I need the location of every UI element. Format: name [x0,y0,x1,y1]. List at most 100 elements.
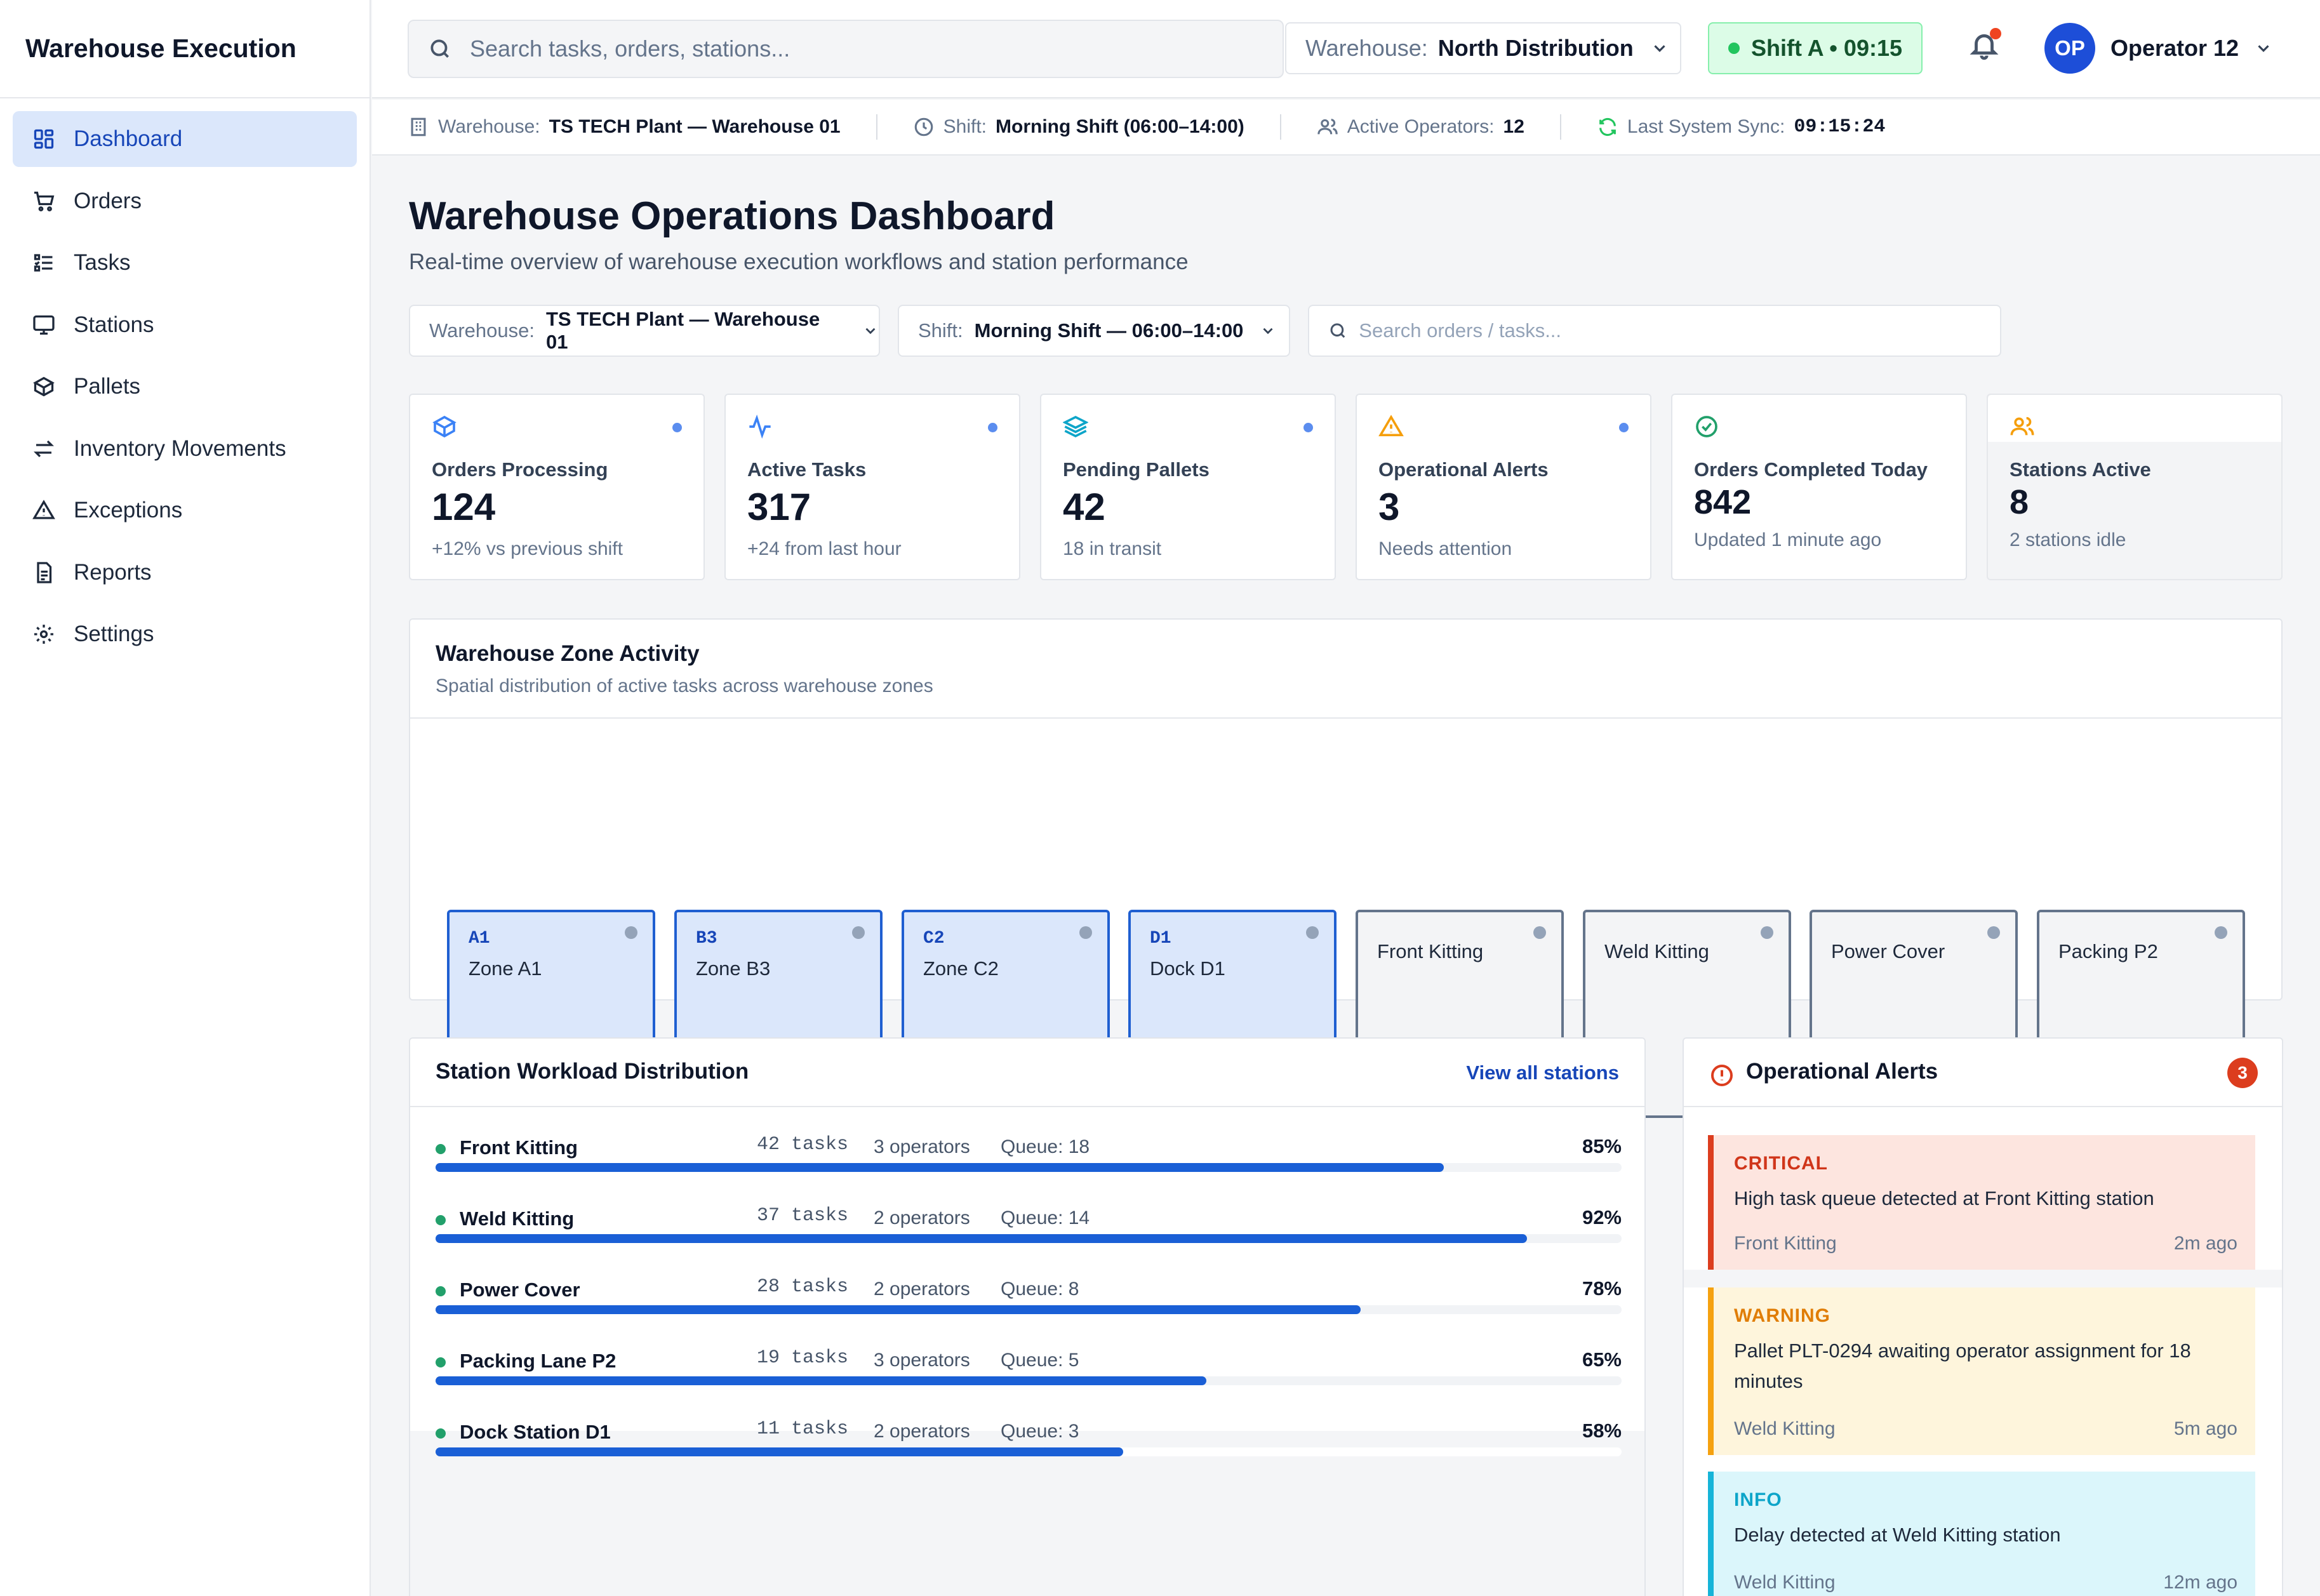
kpi-title: Orders Completed Today [1694,458,1928,481]
check-circle-icon [1694,414,1719,439]
station-queue: Queue: 5 [1001,1350,1079,1371]
zone-activity-title: Warehouse Zone Activity [436,641,700,666]
sidebar-item-settings[interactable]: Settings [13,606,357,662]
warehouse-filter-value: TS TECH Plant — Warehouse 01 [546,308,820,353]
station-utilization: 58% [1582,1420,1622,1442]
cart-icon [32,189,56,213]
divider [410,1106,1644,1107]
kpi-title: Active Tasks [747,458,867,481]
kpi-value: 42 [1063,486,1105,528]
operational-alerts-title: Operational Alerts [1746,1059,1938,1084]
kpi-card-orders-completed[interactable]: Orders Completed Today 842 Updated 1 min… [1671,394,1967,580]
station-utilization: 92% [1582,1206,1622,1228]
sidebar-item-orders[interactable]: Orders [13,173,357,229]
utilization-bar-fill [436,1376,1207,1385]
kpi-card-active-tasks[interactable]: Active Tasks 317 +24 from last hour [724,394,1020,580]
sidebar-item-pallets[interactable]: Pallets [13,359,357,415]
utilization-bar-fill [436,1163,1444,1172]
divider [1559,114,1561,140]
global-search-input[interactable] [470,36,1232,62]
zone-status-dot [1987,926,2000,939]
warehouse-select[interactable]: Warehouse: North Distribution [1285,22,1681,74]
station-name: Front Kitting [460,1136,578,1159]
kpi-card-operational-alerts[interactable]: Operational Alerts 3 Needs attention [1356,394,1651,580]
station-row-weld-kitting[interactable]: Weld Kitting 37 tasks 2 operators Queue:… [436,1205,1622,1276]
alert-card-critical[interactable]: CRITICAL High task queue detected at Fro… [1708,1135,2255,1270]
warehouse-filter[interactable]: Warehouse: TS TECH Plant — Warehouse 01 [409,305,880,357]
info-shift-value: Morning Shift (06:00–14:00) [996,116,1244,137]
sidebar-item-inventory-movements[interactable]: Inventory Movements [13,421,357,477]
operational-alerts-panel: Operational Alerts 3 CRITICAL High task … [1683,1037,2283,1596]
utilization-bar-fill [436,1234,1527,1243]
clock-icon [914,117,933,136]
chevron-down-icon [1263,328,1273,335]
zone-name: Front Kitting [1377,940,1484,962]
alert-time: 5m ago [2173,1418,2237,1439]
station-row-power-cover[interactable]: Power Cover 28 tasks 2 operators Queue: … [436,1276,1622,1347]
page-title: Warehouse Operations Dashboard [409,194,1055,238]
chevron-down-icon [865,328,876,335]
station-utilization: 85% [1582,1135,1622,1157]
station-operators: 3 operators [874,1350,970,1371]
shift-filter-label: Shift: [918,319,963,342]
station-name: Weld Kitting [460,1207,575,1230]
station-workload-title: Station Workload Distribution [436,1059,749,1084]
building-icon [411,117,426,136]
zone-status-dot [2215,926,2227,939]
sidebar-item-label: Inventory Movements [74,436,286,461]
shift-filter[interactable]: Shift: Morning Shift — 06:00–14:00 [898,305,1290,357]
sidebar-item-tasks[interactable]: Tasks [13,235,357,291]
zone-status-dot [1533,926,1546,939]
zone-status-dot [1761,926,1773,939]
sidebar-item-label: Stations [74,312,154,337]
station-tasks: 37 tasks [757,1205,849,1227]
divider [410,717,2281,719]
kpi-value: 8 [2010,483,2029,521]
kpi-title: Orders Processing [432,458,608,481]
zone-code: B3 [696,929,717,948]
station-row-dock-station-d1[interactable]: Dock Station D1 11 tasks 2 operators Que… [436,1418,1622,1489]
alert-circle-icon [1711,1065,1733,1086]
kpi-card-orders-processing[interactable]: Orders Processing 124 +12% vs previous s… [409,394,705,580]
global-search[interactable] [408,20,1284,78]
sidebar-item-label: Pallets [74,374,141,399]
chevron-down-icon [2258,45,2269,52]
alert-source: Weld Kitting [1734,1572,1836,1593]
info-operators-value: 12 [1503,116,1524,137]
station-status-dot [436,1357,446,1367]
orders-search-input[interactable] [1359,319,2000,342]
station-tasks: 11 tasks [757,1418,849,1440]
zone-name: Zone A1 [469,957,542,980]
station-row-front-kitting[interactable]: Front Kitting 42 tasks 3 operators Queue… [436,1134,1622,1205]
alert-card-warning[interactable]: WARNING Pallet PLT-0294 awaiting operato… [1708,1287,2255,1455]
view-all-stations-link[interactable]: View all stations [1466,1061,1619,1084]
sidebar-item-label: Dashboard [74,126,183,151]
top-bar: Warehouse: North Distribution Shift A • … [372,0,2320,98]
alert-card-info[interactable]: INFO Delay detected at Weld Kitting stat… [1708,1472,2255,1596]
kpi-status-dot [1303,423,1313,432]
station-name: Packing Lane P2 [460,1350,617,1372]
brand-title: Warehouse Execution [0,0,370,98]
kpi-card-pending-pallets[interactable]: Pending Pallets 42 18 in transit [1040,394,1336,580]
station-queue: Queue: 3 [1001,1421,1079,1442]
kpi-card-stations-active[interactable]: Stations Active 8 2 stations idle [1987,394,2283,580]
divider [1684,1106,2282,1107]
zone-status-dot [1079,926,1092,939]
swap-icon [32,437,56,461]
sidebar-item-dashboard[interactable]: Dashboard [13,111,357,167]
kpi-status-dot [988,423,997,432]
sidebar-nav: Dashboard Orders Tasks Stations Pallets … [0,98,370,681]
alert-footer: Front Kitting 2m ago [1734,1233,2237,1254]
info-sync-label: Last System Sync: [1627,116,1785,137]
kpi-status-dot [672,423,682,432]
sidebar-item-stations[interactable]: Stations [13,297,357,353]
sidebar: Warehouse Execution Dashboard Orders Tas… [0,0,371,1596]
kpi-subtext: +12% vs previous shift [432,538,623,559]
user-menu[interactable]: OP Operator 12 [2044,23,2273,74]
sidebar-item-exceptions[interactable]: Exceptions [13,482,357,538]
orders-search[interactable] [1308,305,2001,357]
sidebar-item-reports[interactable]: Reports [13,545,357,601]
notifications-button[interactable] [1968,28,2006,67]
alert-level: CRITICAL [1734,1153,1828,1174]
station-row-packing-lane-p2[interactable]: Packing Lane P2 19 tasks 3 operators Que… [436,1347,1622,1418]
